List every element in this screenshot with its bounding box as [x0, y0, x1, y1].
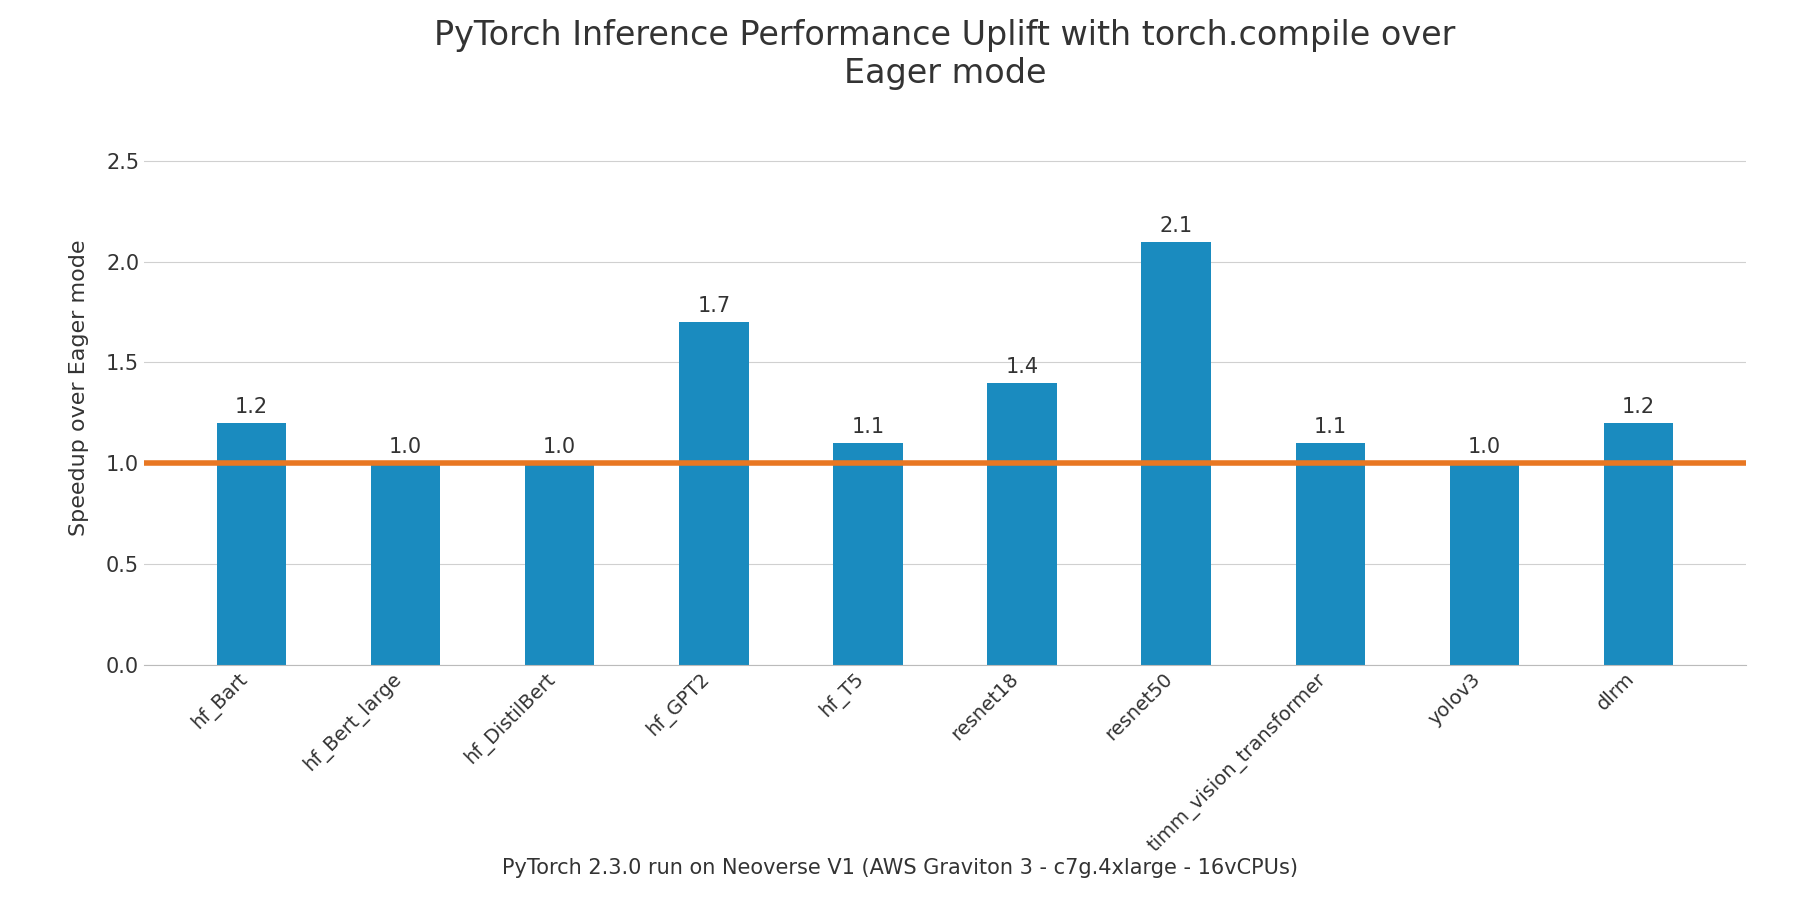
Text: 1.1: 1.1	[1314, 417, 1346, 437]
Bar	[1604, 423, 1674, 665]
Y-axis label: Speedup over Eager mode: Speedup over Eager mode	[70, 239, 90, 536]
Bar	[1141, 242, 1211, 665]
Text: 1.0: 1.0	[1467, 438, 1501, 457]
Bar	[1449, 463, 1519, 665]
Text: 1.1: 1.1	[851, 417, 884, 437]
Text: 2.1: 2.1	[1159, 216, 1193, 235]
Bar	[679, 322, 749, 665]
Text: 1.4: 1.4	[1006, 356, 1039, 377]
Text: 1.0: 1.0	[544, 438, 576, 457]
Text: PyTorch 2.3.0 run on Neoverse V1 (AWS Graviton 3 - c7g.4xlarge - 16vCPUs): PyTorch 2.3.0 run on Neoverse V1 (AWS Gr…	[502, 857, 1298, 878]
Bar	[216, 423, 286, 665]
Bar	[526, 463, 594, 665]
Bar	[988, 383, 1057, 665]
Text: 1.2: 1.2	[236, 397, 268, 417]
Text: 1.0: 1.0	[389, 438, 423, 457]
Bar	[1296, 443, 1364, 665]
Bar	[833, 443, 902, 665]
Title: PyTorch Inference Performance Uplift with torch.compile over
Eager mode: PyTorch Inference Performance Uplift wit…	[434, 18, 1456, 90]
Text: 1.7: 1.7	[697, 296, 731, 317]
Bar	[371, 463, 441, 665]
Text: 1.2: 1.2	[1622, 397, 1654, 417]
